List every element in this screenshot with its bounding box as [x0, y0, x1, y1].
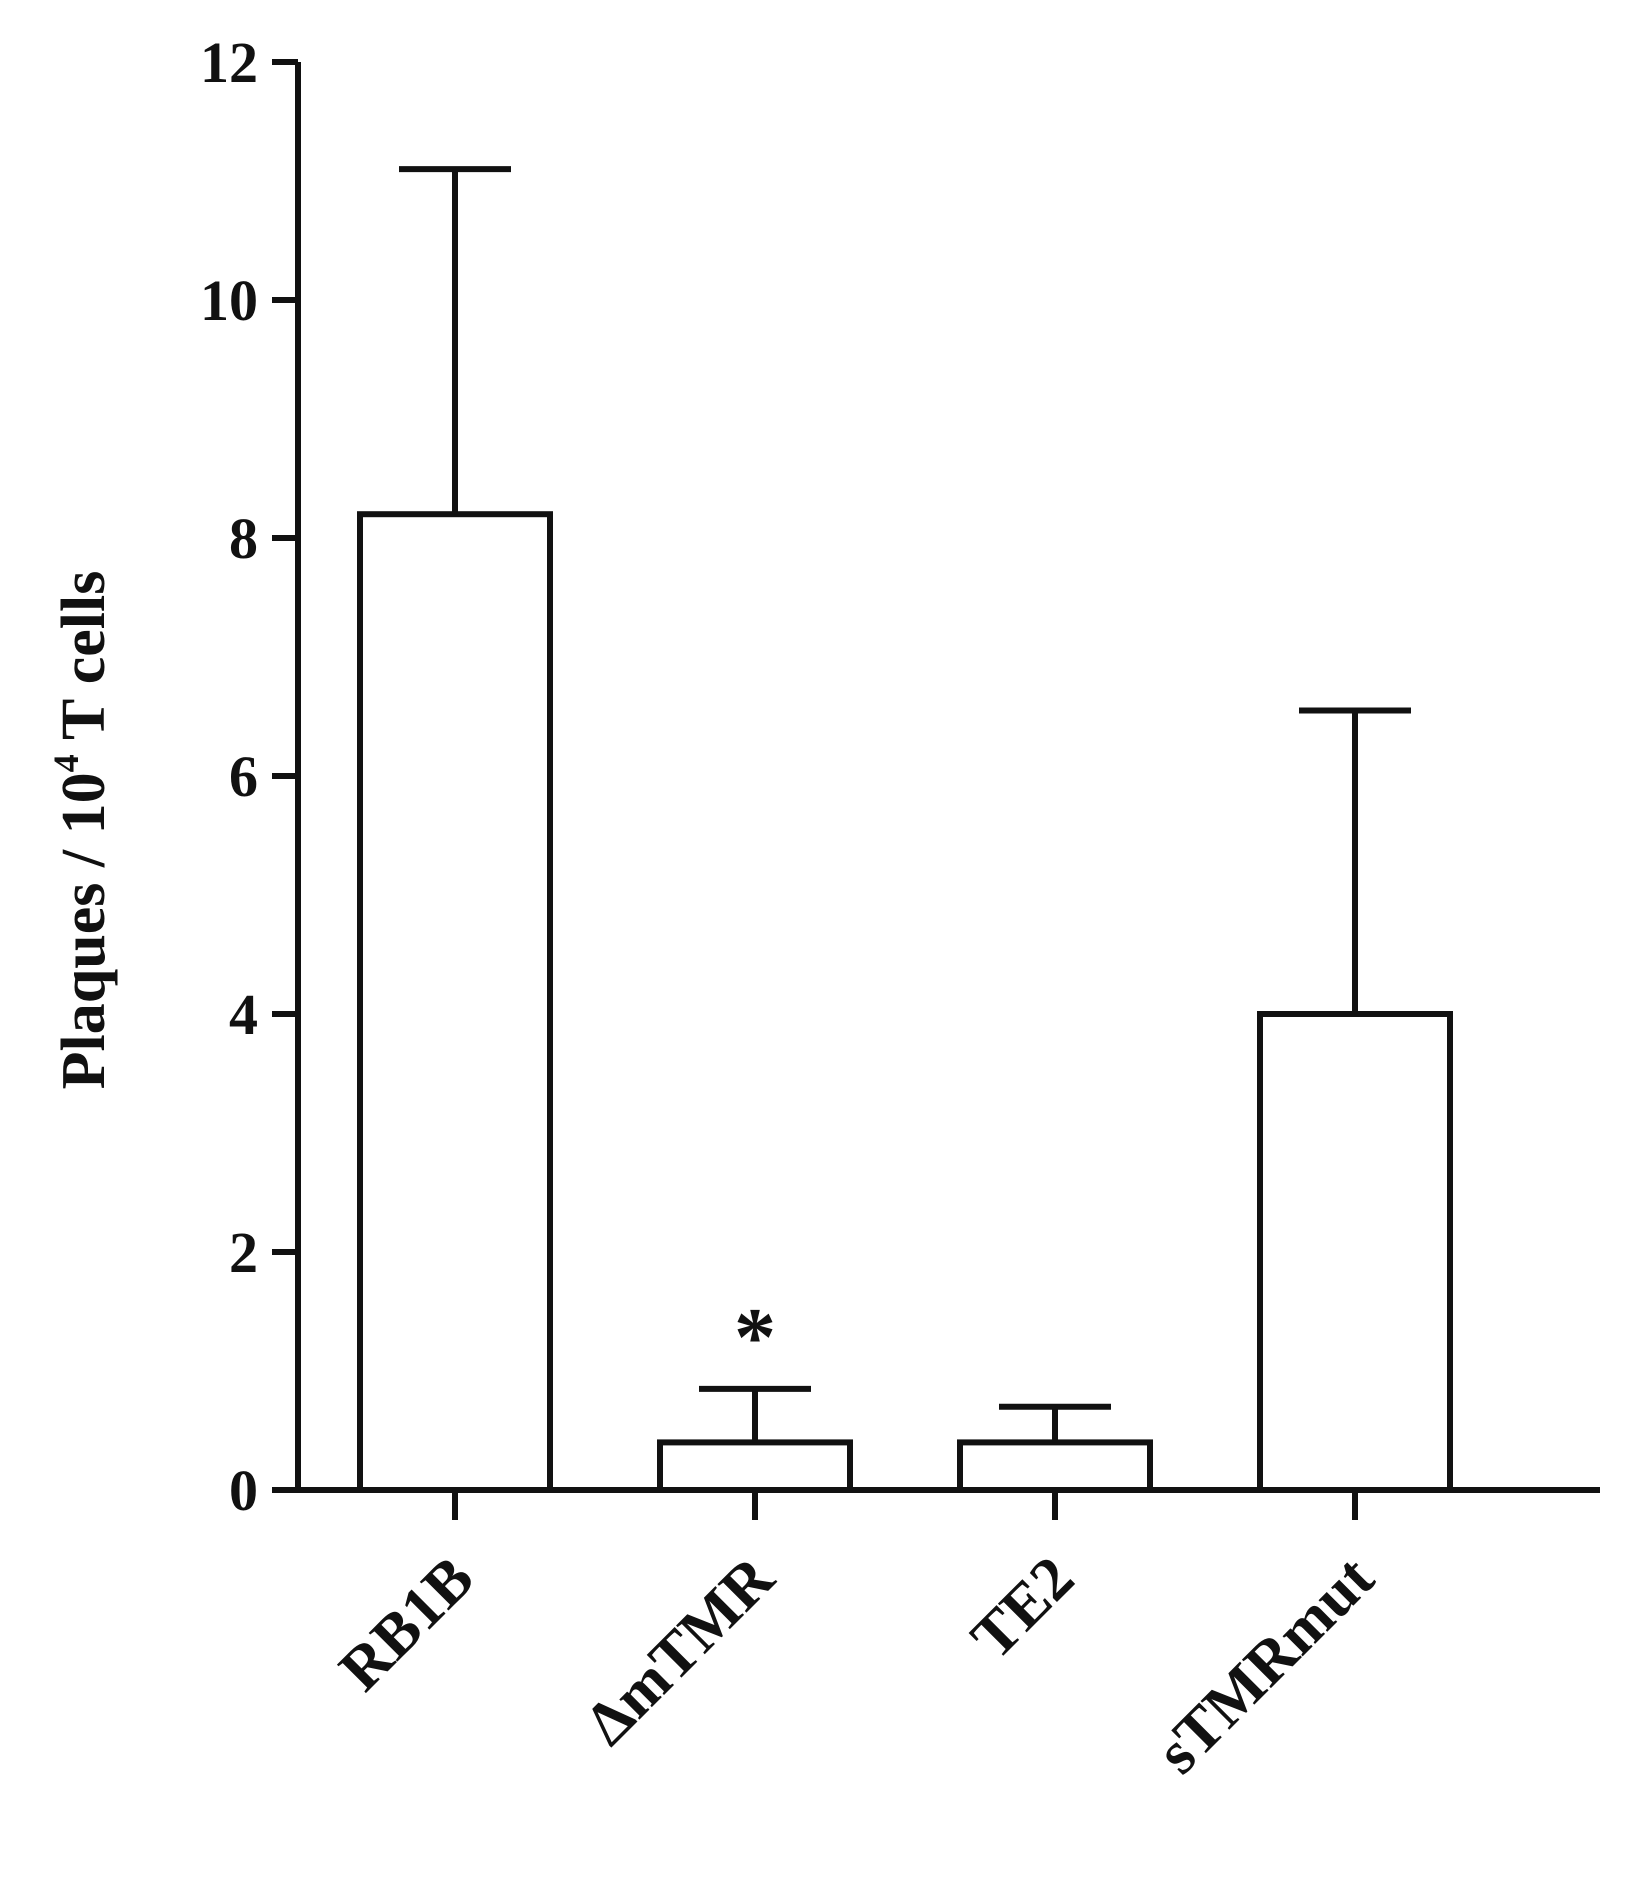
y-tick-label: 12 — [200, 30, 258, 95]
bars — [357, 511, 1453, 1494]
y-tick-label: 6 — [229, 744, 258, 809]
x-category-label: TE2 — [958, 1544, 1086, 1672]
y-tick-label: 4 — [229, 982, 258, 1047]
y-tick-label: 10 — [200, 268, 258, 333]
annotations: * — [734, 1291, 776, 1384]
y-axis-title-prefix: Plaques / 10 — [50, 772, 118, 1089]
bar — [657, 1439, 853, 1494]
bar — [1257, 1011, 1453, 1493]
x-category-label: ΔmTMR — [573, 1543, 788, 1758]
y-axis-title-superscript: 4 — [46, 754, 86, 772]
y-axis-title-suffix: T cells — [50, 571, 118, 755]
error-bars — [399, 166, 1411, 1443]
significance-marker: * — [734, 1291, 776, 1384]
y-tick-label: 2 — [229, 1220, 258, 1285]
x-ticks: RB1B ΔmTMR TE2 sTMRmut — [327, 1490, 1387, 1787]
y-ticks: 0 2 4 6 8 10 12 — [200, 30, 298, 1523]
bar — [957, 1439, 1153, 1494]
bar — [357, 511, 553, 1493]
x-category-label: RB1B — [327, 1544, 487, 1704]
y-tick-label: 0 — [229, 1458, 258, 1523]
x-category-label: sTMRmut — [1144, 1544, 1387, 1787]
y-axis-title: Plaques / 104 T cells — [46, 571, 118, 1090]
y-tick-label: 8 — [229, 506, 258, 571]
